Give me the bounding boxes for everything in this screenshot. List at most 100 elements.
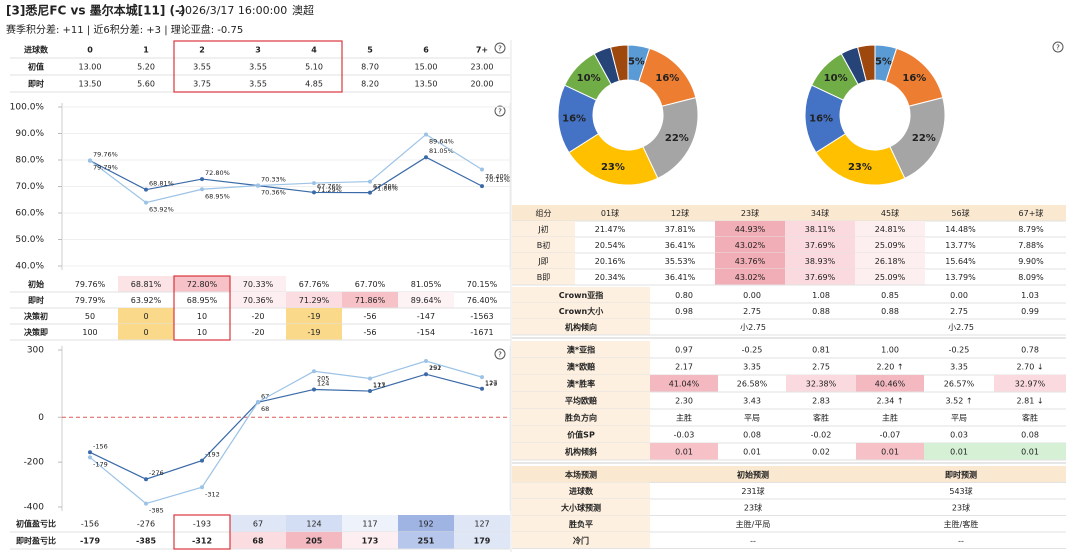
data-label: 81.05% bbox=[429, 147, 454, 155]
cell-text: 23.00 bbox=[471, 63, 494, 72]
cell-bg bbox=[715, 237, 785, 253]
cell-text: 客胜 bbox=[1022, 413, 1038, 423]
cell-bg bbox=[715, 253, 785, 269]
cell-text: -19 bbox=[307, 312, 320, 321]
cell-text: 5.10 bbox=[305, 63, 323, 72]
data-label: 70.36% bbox=[261, 189, 286, 197]
cell-text: 67.76% bbox=[299, 280, 330, 289]
point bbox=[368, 179, 372, 184]
cell-text: -56 bbox=[363, 328, 376, 337]
cell-text: 8.70 bbox=[361, 63, 379, 72]
cell-bg bbox=[512, 392, 650, 409]
cell-bg bbox=[715, 205, 785, 221]
cell-text: 3.55 bbox=[249, 63, 267, 72]
cell-text: 7.88% bbox=[1018, 241, 1044, 250]
point bbox=[88, 158, 92, 163]
cell-text: 20.34% bbox=[595, 273, 626, 282]
cell-text: 20.00 bbox=[471, 80, 494, 89]
slice-label: 10% bbox=[577, 73, 601, 84]
cell-text: 价值SP bbox=[567, 430, 595, 440]
subtitle: 赛季积分差: +11 | 近6积分差: +3 | 理论亚盘: -0.75 bbox=[6, 23, 243, 36]
cell-text: -0.03 bbox=[674, 431, 695, 440]
cell-text: 初值盈亏比 bbox=[16, 519, 56, 529]
cell-text: -0.25 bbox=[949, 346, 970, 355]
data-label: 68 bbox=[261, 405, 269, 413]
cell-text: -20 bbox=[251, 328, 264, 337]
slice bbox=[856, 44, 876, 82]
help-icon bbox=[494, 348, 506, 360]
cell-text: 3.55 bbox=[193, 63, 211, 72]
cell-text: 45球 bbox=[881, 208, 899, 218]
cell-bg bbox=[785, 269, 855, 285]
cell-text: 89.64% bbox=[411, 296, 442, 305]
match-time: 2026/3/17 16:00:00 bbox=[178, 4, 287, 17]
cell-text: 38.93% bbox=[805, 257, 836, 266]
cell-text: 0.81 bbox=[812, 346, 830, 355]
data-label: 71.29% bbox=[317, 186, 342, 194]
cell-text: 1.08 bbox=[812, 291, 830, 300]
series-line bbox=[89, 156, 483, 194]
slice-label: 23% bbox=[848, 162, 872, 173]
point bbox=[480, 184, 484, 189]
cell-text: 主胜 bbox=[676, 413, 692, 423]
cell-text: 组分 bbox=[536, 208, 552, 218]
help-icon bbox=[494, 105, 506, 117]
highlight-box bbox=[173, 275, 231, 341]
cell-text: Crown亚指 bbox=[559, 290, 603, 300]
point bbox=[200, 458, 204, 463]
data-label: 76.40% bbox=[485, 173, 510, 181]
point bbox=[200, 177, 204, 182]
cell-text: 79.76% bbox=[75, 280, 106, 289]
cell-text: B即 bbox=[537, 273, 551, 282]
cell-bg bbox=[286, 308, 342, 324]
cell-bg bbox=[512, 341, 650, 358]
cell-text: 2.75 bbox=[950, 307, 968, 316]
cell-bg bbox=[512, 515, 650, 532]
cell-bg bbox=[512, 466, 650, 483]
cell-text: -1671 bbox=[470, 328, 493, 337]
cell-bg bbox=[174, 276, 230, 292]
data-label: 70.33% bbox=[261, 176, 286, 184]
cell-bg bbox=[512, 482, 650, 499]
point bbox=[144, 477, 148, 482]
cell-text: 25.09% bbox=[875, 273, 906, 282]
cell-text: 81.05% bbox=[411, 280, 442, 289]
cell-bg bbox=[856, 375, 924, 392]
cell-text: 72.80% bbox=[187, 280, 218, 289]
cell-text: -0.07 bbox=[880, 431, 901, 440]
match-title: [3]悉尼FC vs 墨尔本城[11] (-) bbox=[6, 3, 185, 18]
cell-text: 进球数 bbox=[569, 486, 594, 496]
cell-text: 0.02 bbox=[812, 448, 830, 457]
cell-text: 43.76% bbox=[735, 257, 766, 266]
cell-text: 23球 bbox=[741, 208, 759, 218]
help-icon-text: ? bbox=[498, 351, 502, 359]
cell-text: 79.79% bbox=[75, 296, 106, 305]
help-icon-text: ? bbox=[498, 45, 502, 53]
cell-text: 251 bbox=[418, 537, 435, 546]
cell-text: 2.20 ↑ bbox=[876, 363, 903, 372]
cell-bg bbox=[575, 205, 645, 221]
cell-text: 71.86% bbox=[355, 296, 386, 305]
cell-text: 决策即 bbox=[24, 327, 48, 337]
cell-text: 13.00 bbox=[79, 63, 102, 72]
cell-text: -20 bbox=[251, 312, 264, 321]
y-tick-label: -400 bbox=[24, 503, 45, 513]
cell-bg bbox=[512, 269, 575, 285]
cell-text: 44.93% bbox=[735, 225, 766, 234]
cell-text: 2.75 bbox=[743, 307, 761, 316]
cell-text: -0.25 bbox=[742, 346, 763, 355]
cell-text: 0.03 bbox=[950, 431, 968, 440]
cell-bg bbox=[286, 515, 342, 532]
slice-label: 16% bbox=[562, 113, 586, 124]
cell-text: 2.17 bbox=[675, 363, 693, 372]
cell-text: 4.85 bbox=[305, 80, 323, 89]
cell-text: 客胜 bbox=[813, 413, 829, 423]
cell-text: 37.81% bbox=[665, 225, 696, 234]
cell-bg bbox=[398, 292, 454, 308]
cell-text: 本场预测 bbox=[564, 469, 597, 479]
cell-text: 初值 bbox=[28, 62, 44, 72]
cell-text: 15.00 bbox=[415, 63, 438, 72]
cell-text: 37.69% bbox=[805, 273, 836, 282]
series-line bbox=[89, 373, 483, 480]
cell-text: 0 bbox=[87, 46, 93, 55]
